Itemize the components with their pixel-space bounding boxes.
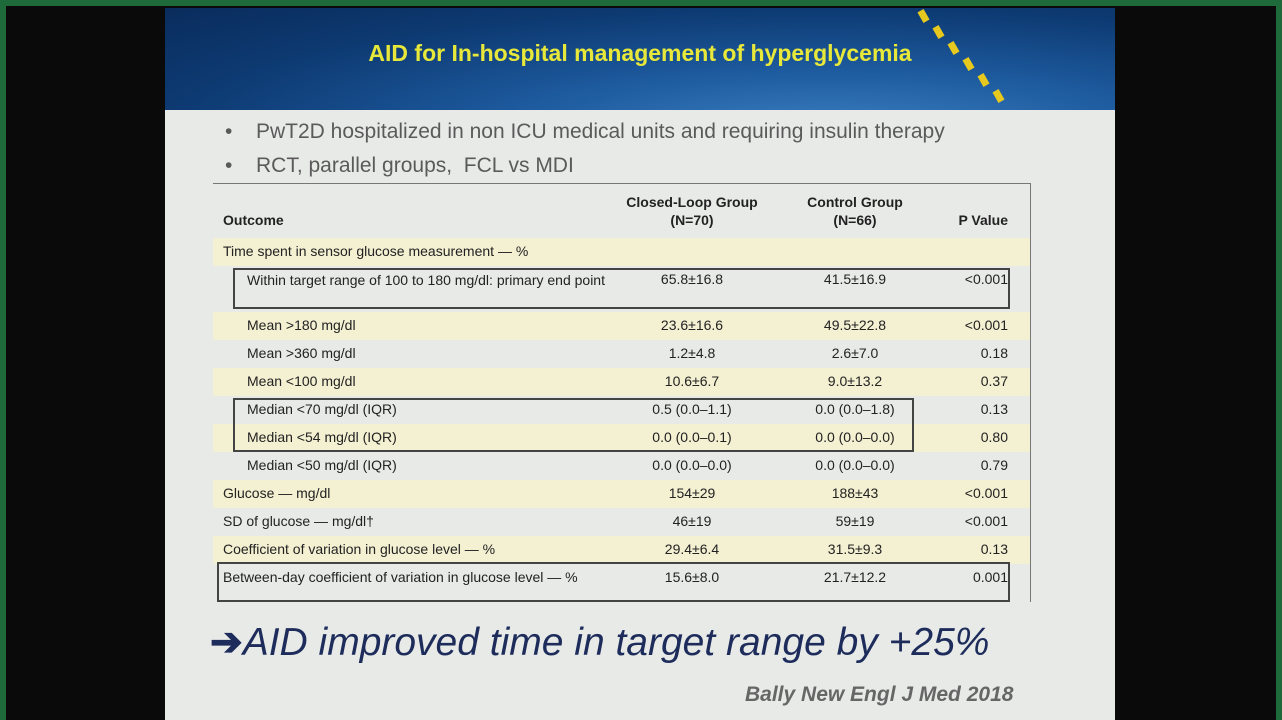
cell: 0.0 (0.0–0.0) — [815, 457, 895, 473]
row-shade — [213, 238, 1030, 266]
row-shade — [213, 368, 1030, 396]
cell: 9.0±13.2 — [827, 373, 883, 389]
cell: 10.6±6.7 — [664, 373, 720, 389]
outcome: Within target range of 100 to 180 mg/dl:… — [247, 272, 605, 288]
edge — [0, 0, 6, 720]
title: AID for In-hospital management of hyperg… — [368, 40, 912, 66]
p-value: 0.001 — [972, 569, 1008, 585]
cell: 0.0 (0.0–0.1) — [652, 429, 732, 445]
cell: 0.0 (0.0–1.8) — [815, 401, 895, 417]
outcome: Median <54 mg/dl (IQR) — [247, 429, 397, 445]
row-shade — [213, 424, 1030, 452]
outcome: Mean >180 mg/dl — [247, 317, 356, 333]
cell: 188±43 — [831, 485, 879, 501]
outcome: Between-day coefficient of variation in … — [223, 569, 578, 585]
cell: 23.6±16.6 — [660, 317, 724, 333]
cell: 0.0 (0.0–0.0) — [652, 457, 732, 473]
p-value: <0.001 — [964, 485, 1008, 501]
p-value: 0.13 — [980, 541, 1008, 557]
bullet-dot: • — [225, 120, 233, 143]
row-shade — [213, 536, 1030, 564]
cell: 65.8±16.8 — [660, 271, 724, 287]
table — [213, 183, 1031, 602]
highlight-box — [217, 562, 1010, 602]
row-shade — [213, 312, 1030, 340]
p-value: 0.79 — [980, 457, 1008, 473]
cell: 21.7±12.2 — [823, 569, 887, 585]
row-shade — [213, 480, 1030, 508]
outcome: Median <70 mg/dl (IQR) — [247, 401, 397, 417]
cell: 0.0 (0.0–0.0) — [815, 429, 895, 445]
conclusion-text: AID improved time in target range by +25… — [242, 621, 990, 664]
p-value: <0.001 — [964, 317, 1008, 333]
cell: 0.5 (0.0–1.1) — [652, 401, 732, 417]
outcome: Mean >360 mg/dl — [247, 345, 356, 361]
cell: 2.6±7.0 — [831, 345, 879, 361]
cell: 31.5±9.3 — [827, 541, 883, 557]
cell: 49.5±22.8 — [823, 317, 887, 333]
cell: 29.4±6.4 — [664, 541, 720, 557]
column-header: Closed-Loop Group — [626, 194, 758, 210]
outcome: Coefficient of variation in glucose leve… — [223, 541, 496, 557]
column-header: (N=66) — [833, 212, 877, 228]
cell: 154±29 — [668, 485, 716, 501]
highlight-box — [233, 268, 1010, 309]
cell: 59±19 — [835, 513, 875, 529]
highlight-box — [233, 398, 914, 452]
citation: Bally New Engl J Med 2018 — [745, 683, 1014, 706]
p-value: <0.001 — [964, 271, 1008, 287]
outcome: Median <50 mg/dl (IQR) — [247, 457, 397, 473]
column-header: Outcome — [223, 212, 284, 228]
bullet: RCT, parallel groups, FCL vs MDI — [256, 154, 574, 177]
p-value: 0.37 — [980, 373, 1008, 389]
column-header: P Value — [958, 212, 1008, 228]
p-value: 0.13 — [980, 401, 1008, 417]
edge — [0, 0, 1282, 6]
bullet: PwT2D hospitalized in non ICU medical un… — [256, 120, 945, 143]
p-value: 0.80 — [980, 429, 1008, 445]
cell: 46±19 — [672, 513, 712, 529]
edge — [1276, 0, 1282, 720]
cell: 1.2±4.8 — [668, 345, 716, 361]
header-band — [165, 8, 1115, 110]
cell: 15.6±8.0 — [664, 569, 720, 585]
p-value: <0.001 — [964, 513, 1008, 529]
outcome: Time spent in sensor glucose measurement… — [223, 243, 529, 259]
outcome: Glucose — mg/dl — [223, 485, 331, 501]
conclusion: ➔AID improved time in target range by +2… — [210, 620, 989, 665]
p-value: 0.18 — [980, 345, 1008, 361]
arrow: ➔ — [210, 621, 243, 664]
bullet-dot: • — [225, 154, 233, 177]
column-header: Control Group — [807, 194, 903, 210]
outcome: Mean <100 mg/dl — [247, 373, 356, 389]
outcome: SD of glucose — mg/dl† — [223, 513, 374, 529]
cell: 41.5±16.9 — [823, 271, 887, 287]
column-header: (N=70) — [670, 212, 714, 228]
